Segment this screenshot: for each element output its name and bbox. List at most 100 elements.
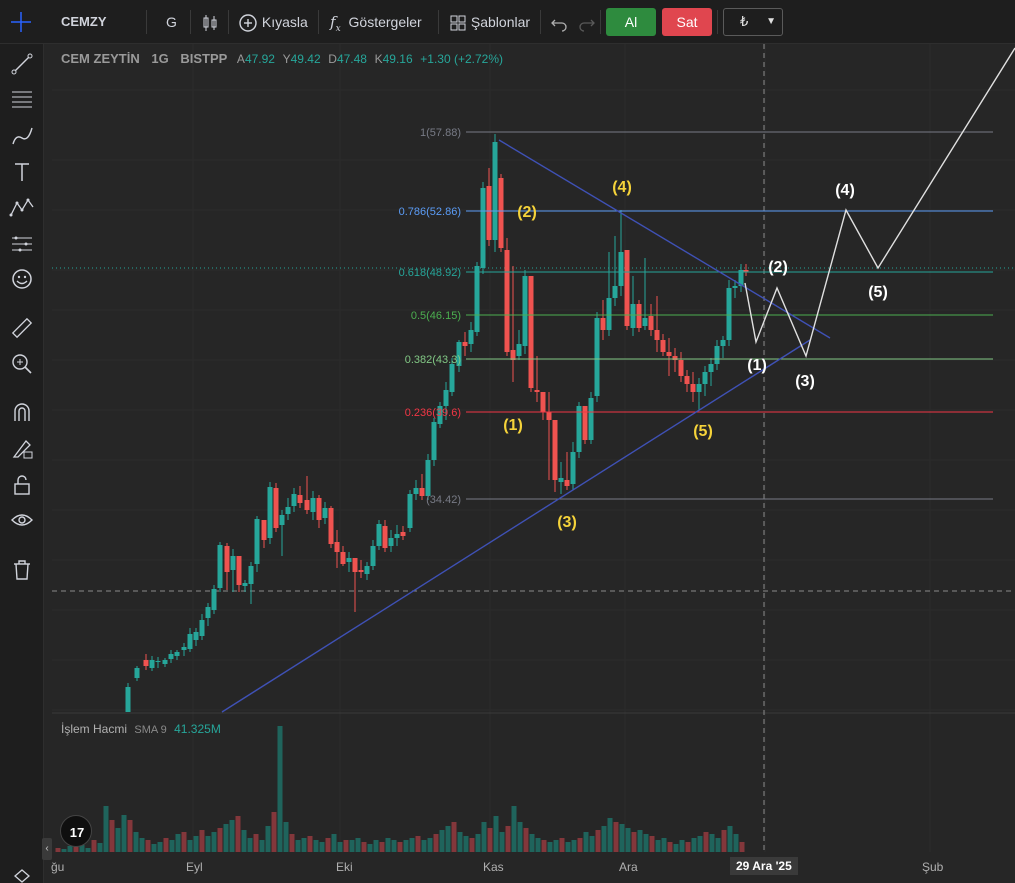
candle <box>236 556 242 592</box>
buy-button[interactable]: Al <box>606 8 656 36</box>
candle <box>534 356 540 402</box>
candle-body <box>242 583 248 586</box>
volume-bar <box>589 836 595 852</box>
crosshair-logo-icon[interactable] <box>6 8 36 36</box>
volume-bar <box>409 838 415 852</box>
candle-body <box>328 508 334 544</box>
candle <box>211 585 217 614</box>
volume-bar <box>61 849 67 852</box>
volume-bar <box>631 832 637 852</box>
pattern-icon[interactable] <box>8 193 36 221</box>
volume-bar <box>421 840 427 852</box>
candle <box>546 392 552 480</box>
candle-body <box>143 660 149 666</box>
ruler-icon[interactable] <box>8 314 36 342</box>
candle <box>666 338 672 376</box>
indicators-label: Göstergeler <box>348 14 422 30</box>
candle <box>205 603 211 626</box>
candle-body <box>570 452 576 484</box>
candle-body <box>558 478 564 482</box>
chart-type-button[interactable] <box>200 8 220 36</box>
candle <box>612 236 618 306</box>
eye-icon[interactable] <box>8 506 36 534</box>
fib-label: 0.786(52.86) <box>399 206 461 218</box>
candle <box>522 270 528 354</box>
volume-bar <box>565 842 571 852</box>
volume-bar <box>577 838 583 852</box>
candle <box>376 520 382 550</box>
candle <box>630 276 636 336</box>
volume-value: 41.325M <box>174 722 221 736</box>
candle-body <box>125 687 131 712</box>
trendline-icon[interactable] <box>8 50 36 78</box>
candle <box>419 474 425 500</box>
volume-bar <box>289 834 295 852</box>
zoom-icon[interactable] <box>8 350 36 378</box>
volume-bar <box>517 822 523 852</box>
symbol-search[interactable]: CEMZY <box>61 14 107 29</box>
candle <box>570 442 576 490</box>
indicators-button[interactable]: fx Göstergeler <box>330 8 422 36</box>
interval-button[interactable]: G <box>166 14 177 30</box>
volume-bar <box>229 820 235 852</box>
volume-bar <box>199 830 205 852</box>
compare-button[interactable]: Kıyasla <box>238 8 308 36</box>
candle-body <box>431 422 437 460</box>
collapse-toolbar-button[interactable]: ‹ <box>42 838 52 860</box>
volume-bar <box>499 832 505 852</box>
volume-bar <box>103 806 109 852</box>
fib-icon[interactable] <box>8 85 36 113</box>
text-icon[interactable] <box>8 158 36 186</box>
trendline-lower <box>221 339 811 713</box>
candle <box>654 296 660 352</box>
lock-icon[interactable] <box>8 471 36 499</box>
candle-body <box>600 318 606 330</box>
legend-open: 47.92 <box>244 52 275 66</box>
candle-body <box>291 494 297 506</box>
volume-bar <box>355 838 361 852</box>
volume-bar <box>703 832 709 852</box>
volume-bar <box>739 842 745 852</box>
candle-body <box>304 500 310 510</box>
chart-pane[interactable]: 1(57.88) 0.786(52.86) 0.618(48.92) 0.5(46.1… <box>44 44 1015 883</box>
volume-bar <box>553 840 559 852</box>
price-chart[interactable]: 1(57.88) 0.786(52.86) 0.618(48.92) 0.5(46.1… <box>44 44 1015 883</box>
currency-select[interactable]: ₺ ▼ <box>723 8 783 36</box>
candle-body <box>236 556 242 585</box>
redo-button[interactable] <box>578 8 596 36</box>
undo-icon <box>551 19 567 32</box>
candle <box>322 502 328 524</box>
volume-bar <box>523 828 529 852</box>
candle <box>678 352 684 382</box>
candle <box>714 340 720 370</box>
candle <box>316 495 322 528</box>
brush-icon[interactable] <box>8 122 36 150</box>
emoji-icon[interactable] <box>8 265 36 293</box>
sell-button[interactable]: Sat <box>662 8 712 36</box>
magnet-icon[interactable] <box>8 399 36 427</box>
xaxis-label: Eki <box>336 860 353 874</box>
drawing-toggle-icon[interactable] <box>8 862 36 883</box>
templates-button[interactable]: Şablonlar <box>449 8 530 36</box>
forecast-icon[interactable] <box>8 230 36 258</box>
candle <box>486 168 492 246</box>
undo-button[interactable] <box>550 8 568 36</box>
candle <box>334 530 340 568</box>
lock-draw-icon[interactable] <box>8 435 36 463</box>
candle <box>684 370 690 392</box>
tradingview-logo[interactable]: 17 <box>60 815 92 847</box>
volume-bar <box>241 830 247 852</box>
trash-icon[interactable] <box>8 556 36 584</box>
candle <box>304 476 310 514</box>
volume-bar <box>223 824 229 852</box>
volume-bar <box>427 838 433 852</box>
volume-bar <box>679 840 685 852</box>
candle-body <box>205 607 211 618</box>
volume-bar <box>79 845 85 852</box>
volume-bar <box>325 838 331 852</box>
volume-bar <box>121 815 127 852</box>
xaxis-label: Eyl <box>186 860 203 874</box>
volume-bar <box>211 832 217 852</box>
volume-bar <box>721 830 727 852</box>
candle <box>594 312 600 402</box>
